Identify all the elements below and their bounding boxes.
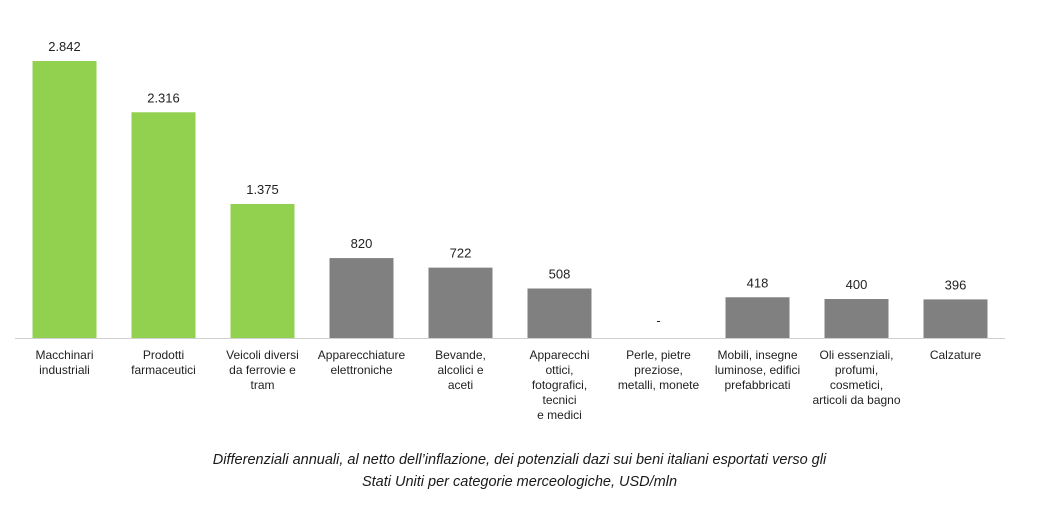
category-label-4: Bevande, alcolici e aceti bbox=[435, 348, 486, 392]
bar-8 bbox=[824, 299, 889, 338]
caption-line-1: Differenziali annuali, al netto dell’inf… bbox=[212, 452, 827, 468]
bar-1 bbox=[131, 112, 196, 338]
bar-chart: 2.842 Macchinari industriali 2.316 Prodotti f… bbox=[15, 39, 1005, 422]
data-label-4: 722 bbox=[450, 246, 472, 261]
data-label-7: 418 bbox=[747, 275, 769, 290]
caption-line-2: Stati Uniti per categorie merceologiche,… bbox=[361, 474, 678, 490]
category-label-2: Veicoli diversi da ferrovie e tram bbox=[226, 348, 299, 392]
category-label-3: Apparecchiature elettroniche bbox=[318, 348, 406, 377]
data-label-5: 508 bbox=[549, 266, 571, 281]
data-label-6: - bbox=[656, 313, 660, 328]
data-label-2: 1.375 bbox=[246, 182, 279, 197]
labels-group: 2.842 Macchinari industriali 2.316 Prodotti f… bbox=[35, 39, 981, 422]
bar-0 bbox=[32, 61, 97, 338]
data-label-9: 396 bbox=[945, 277, 967, 292]
bar-9 bbox=[923, 299, 988, 338]
category-label-9: Calzature bbox=[930, 348, 982, 362]
bars-group bbox=[32, 61, 988, 338]
category-label-8: Oli essenziali, profumi, cosmetici, articol… bbox=[812, 348, 900, 407]
data-label-1: 2.316 bbox=[147, 90, 180, 105]
data-label-3: 820 bbox=[351, 236, 373, 251]
bar-2 bbox=[230, 203, 295, 338]
data-label-0: 2.842 bbox=[48, 39, 81, 54]
bar-7 bbox=[725, 297, 790, 338]
category-label-5: Apparecchi ottici, fotografici, tecnici e me… bbox=[529, 348, 589, 422]
data-label-8: 400 bbox=[846, 277, 868, 292]
category-label-0: Macchinari industriali bbox=[35, 348, 93, 377]
category-label-7: Mobili, insegne luminose, edifici prefabbr… bbox=[715, 348, 800, 392]
bar-3 bbox=[329, 258, 394, 338]
category-label-1: Prodotti farmaceutici bbox=[131, 348, 196, 377]
bar-4 bbox=[428, 267, 493, 338]
bar-5 bbox=[527, 288, 592, 338]
category-label-6: Perle, pietre preziose, metalli, monete bbox=[618, 348, 700, 392]
